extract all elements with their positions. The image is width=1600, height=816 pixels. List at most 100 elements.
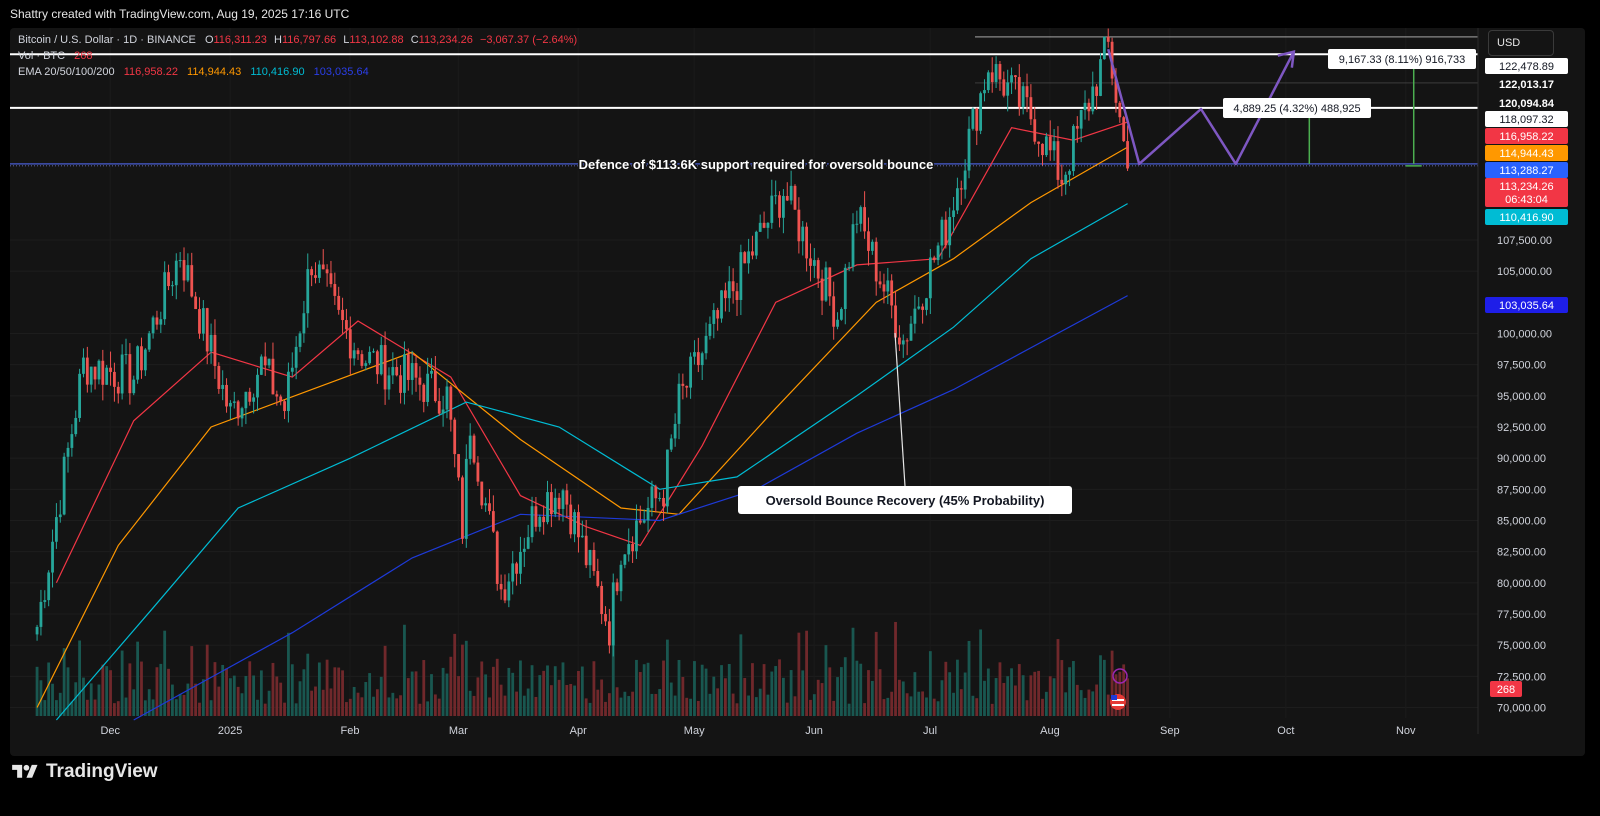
close-value: 113,234.26 — [418, 34, 473, 46]
y-tick-label: 95,000.00 — [1497, 391, 1546, 403]
volume-bar — [182, 694, 186, 716]
candle-body — [1033, 119, 1037, 142]
volume-bar — [905, 693, 909, 716]
volume-bar — [530, 665, 534, 716]
volume-bar — [422, 660, 426, 716]
candle-body — [163, 272, 167, 320]
volume-bar — [333, 667, 337, 716]
candle-body — [151, 317, 155, 334]
volume-bar — [592, 661, 596, 716]
volume-bar — [708, 693, 712, 716]
volume-bar — [453, 633, 457, 716]
volume-bar — [379, 676, 383, 716]
volume-bar — [1075, 684, 1079, 716]
volume-bar — [1087, 689, 1091, 716]
candle-body — [1048, 136, 1052, 151]
volume-bar — [484, 674, 488, 716]
volume-bar — [244, 675, 248, 716]
volume-bar — [526, 688, 530, 716]
volume-bar — [74, 682, 78, 716]
volume-bar — [310, 690, 314, 716]
candle-body — [925, 298, 928, 310]
candle-body — [863, 207, 867, 232]
volume-bar — [325, 659, 329, 716]
volume-bar — [66, 667, 70, 716]
candle-body — [708, 323, 712, 336]
volume-bar — [240, 693, 244, 716]
volume-bar — [727, 663, 731, 716]
candle-body — [225, 384, 228, 407]
volume-bar — [209, 700, 213, 716]
candle-body — [136, 346, 140, 380]
candle-body — [592, 550, 596, 572]
volume-bar — [677, 659, 681, 716]
volume-bar — [1083, 697, 1087, 716]
candle-body — [851, 224, 855, 267]
events-icon[interactable] — [1112, 668, 1128, 684]
volume-bar — [225, 668, 228, 716]
volume-bar — [399, 695, 402, 716]
volume-bar — [986, 668, 990, 716]
volume-bar — [689, 698, 692, 716]
volume-bar — [577, 670, 580, 716]
volume-bar — [863, 703, 867, 716]
volume-bar — [983, 680, 986, 716]
candle-body — [522, 548, 526, 552]
callout-text: Oversold Bounce Recovery (45% Probabilit… — [766, 493, 1045, 508]
x-tick-label: May — [684, 725, 705, 737]
volume-bar — [762, 664, 766, 716]
volume-bar — [387, 697, 391, 716]
volume-bar — [979, 629, 983, 716]
currency-selector[interactable]: USD — [1488, 30, 1554, 56]
volume-label[interactable]: Vol · BTC — [18, 50, 66, 62]
chart-panel[interactable]: Bitcoin / U.S. Dollar · 1D · BINANCE O11… — [10, 28, 1585, 756]
volume-bar — [673, 695, 677, 716]
tradingview-logo[interactable]: TradingView — [10, 760, 158, 784]
price-chart[interactable]: Defence of $113.6K support required for … — [10, 28, 1585, 756]
candle-body — [178, 260, 182, 262]
candle-body — [646, 507, 650, 521]
legend-symbol-row: Bitcoin / U.S. Dollar · 1D · BINANCE O11… — [18, 32, 577, 48]
candle-body — [345, 320, 348, 330]
candle-body — [290, 367, 294, 372]
candle-body — [867, 231, 870, 251]
candle-body — [1083, 102, 1087, 111]
volume-bar — [816, 679, 820, 716]
candle-body — [399, 375, 402, 393]
volume-bar — [70, 701, 74, 716]
candle-body — [677, 383, 681, 424]
candle-body — [928, 257, 932, 299]
volume-bar — [546, 665, 549, 716]
volume-bar — [461, 644, 464, 716]
candle-body — [476, 462, 480, 482]
volume-bar — [754, 697, 758, 716]
candle-body — [542, 516, 546, 523]
x-tick-label: Mar — [449, 725, 468, 737]
volume-bar — [287, 632, 290, 716]
volume-bar — [553, 666, 557, 716]
projection-path[interactable] — [1106, 48, 1295, 166]
candle-body — [445, 386, 449, 410]
candle-body — [758, 222, 762, 232]
volume-bar — [584, 698, 588, 716]
chart-legend: Bitcoin / U.S. Dollar · 1D · BINANCE O11… — [18, 32, 577, 80]
candle-body — [940, 219, 944, 246]
candle-body — [484, 503, 488, 506]
open-value: 116,311.23 — [213, 34, 267, 46]
volume-bar — [317, 662, 321, 716]
ema20-value: 116,958.22 — [123, 66, 178, 78]
volume-bar — [105, 666, 109, 716]
candle-body — [956, 188, 959, 211]
candle-body — [824, 267, 828, 301]
candle-body — [298, 333, 302, 347]
volume-bar — [375, 689, 379, 716]
ema-label[interactable]: EMA 20/50/100/200 — [18, 66, 115, 78]
candle-body — [766, 222, 770, 228]
measure-label-small: 4,889.25 (4.32%) 488,925 — [1233, 103, 1360, 115]
symbol-name[interactable]: Bitcoin / U.S. Dollar · 1D · BINANCE — [18, 34, 196, 46]
candle-body — [491, 511, 495, 532]
volume-bar — [1029, 675, 1033, 716]
volume-bar — [515, 691, 518, 716]
candle-body — [751, 251, 754, 256]
callout-box[interactable] — [738, 486, 1072, 514]
